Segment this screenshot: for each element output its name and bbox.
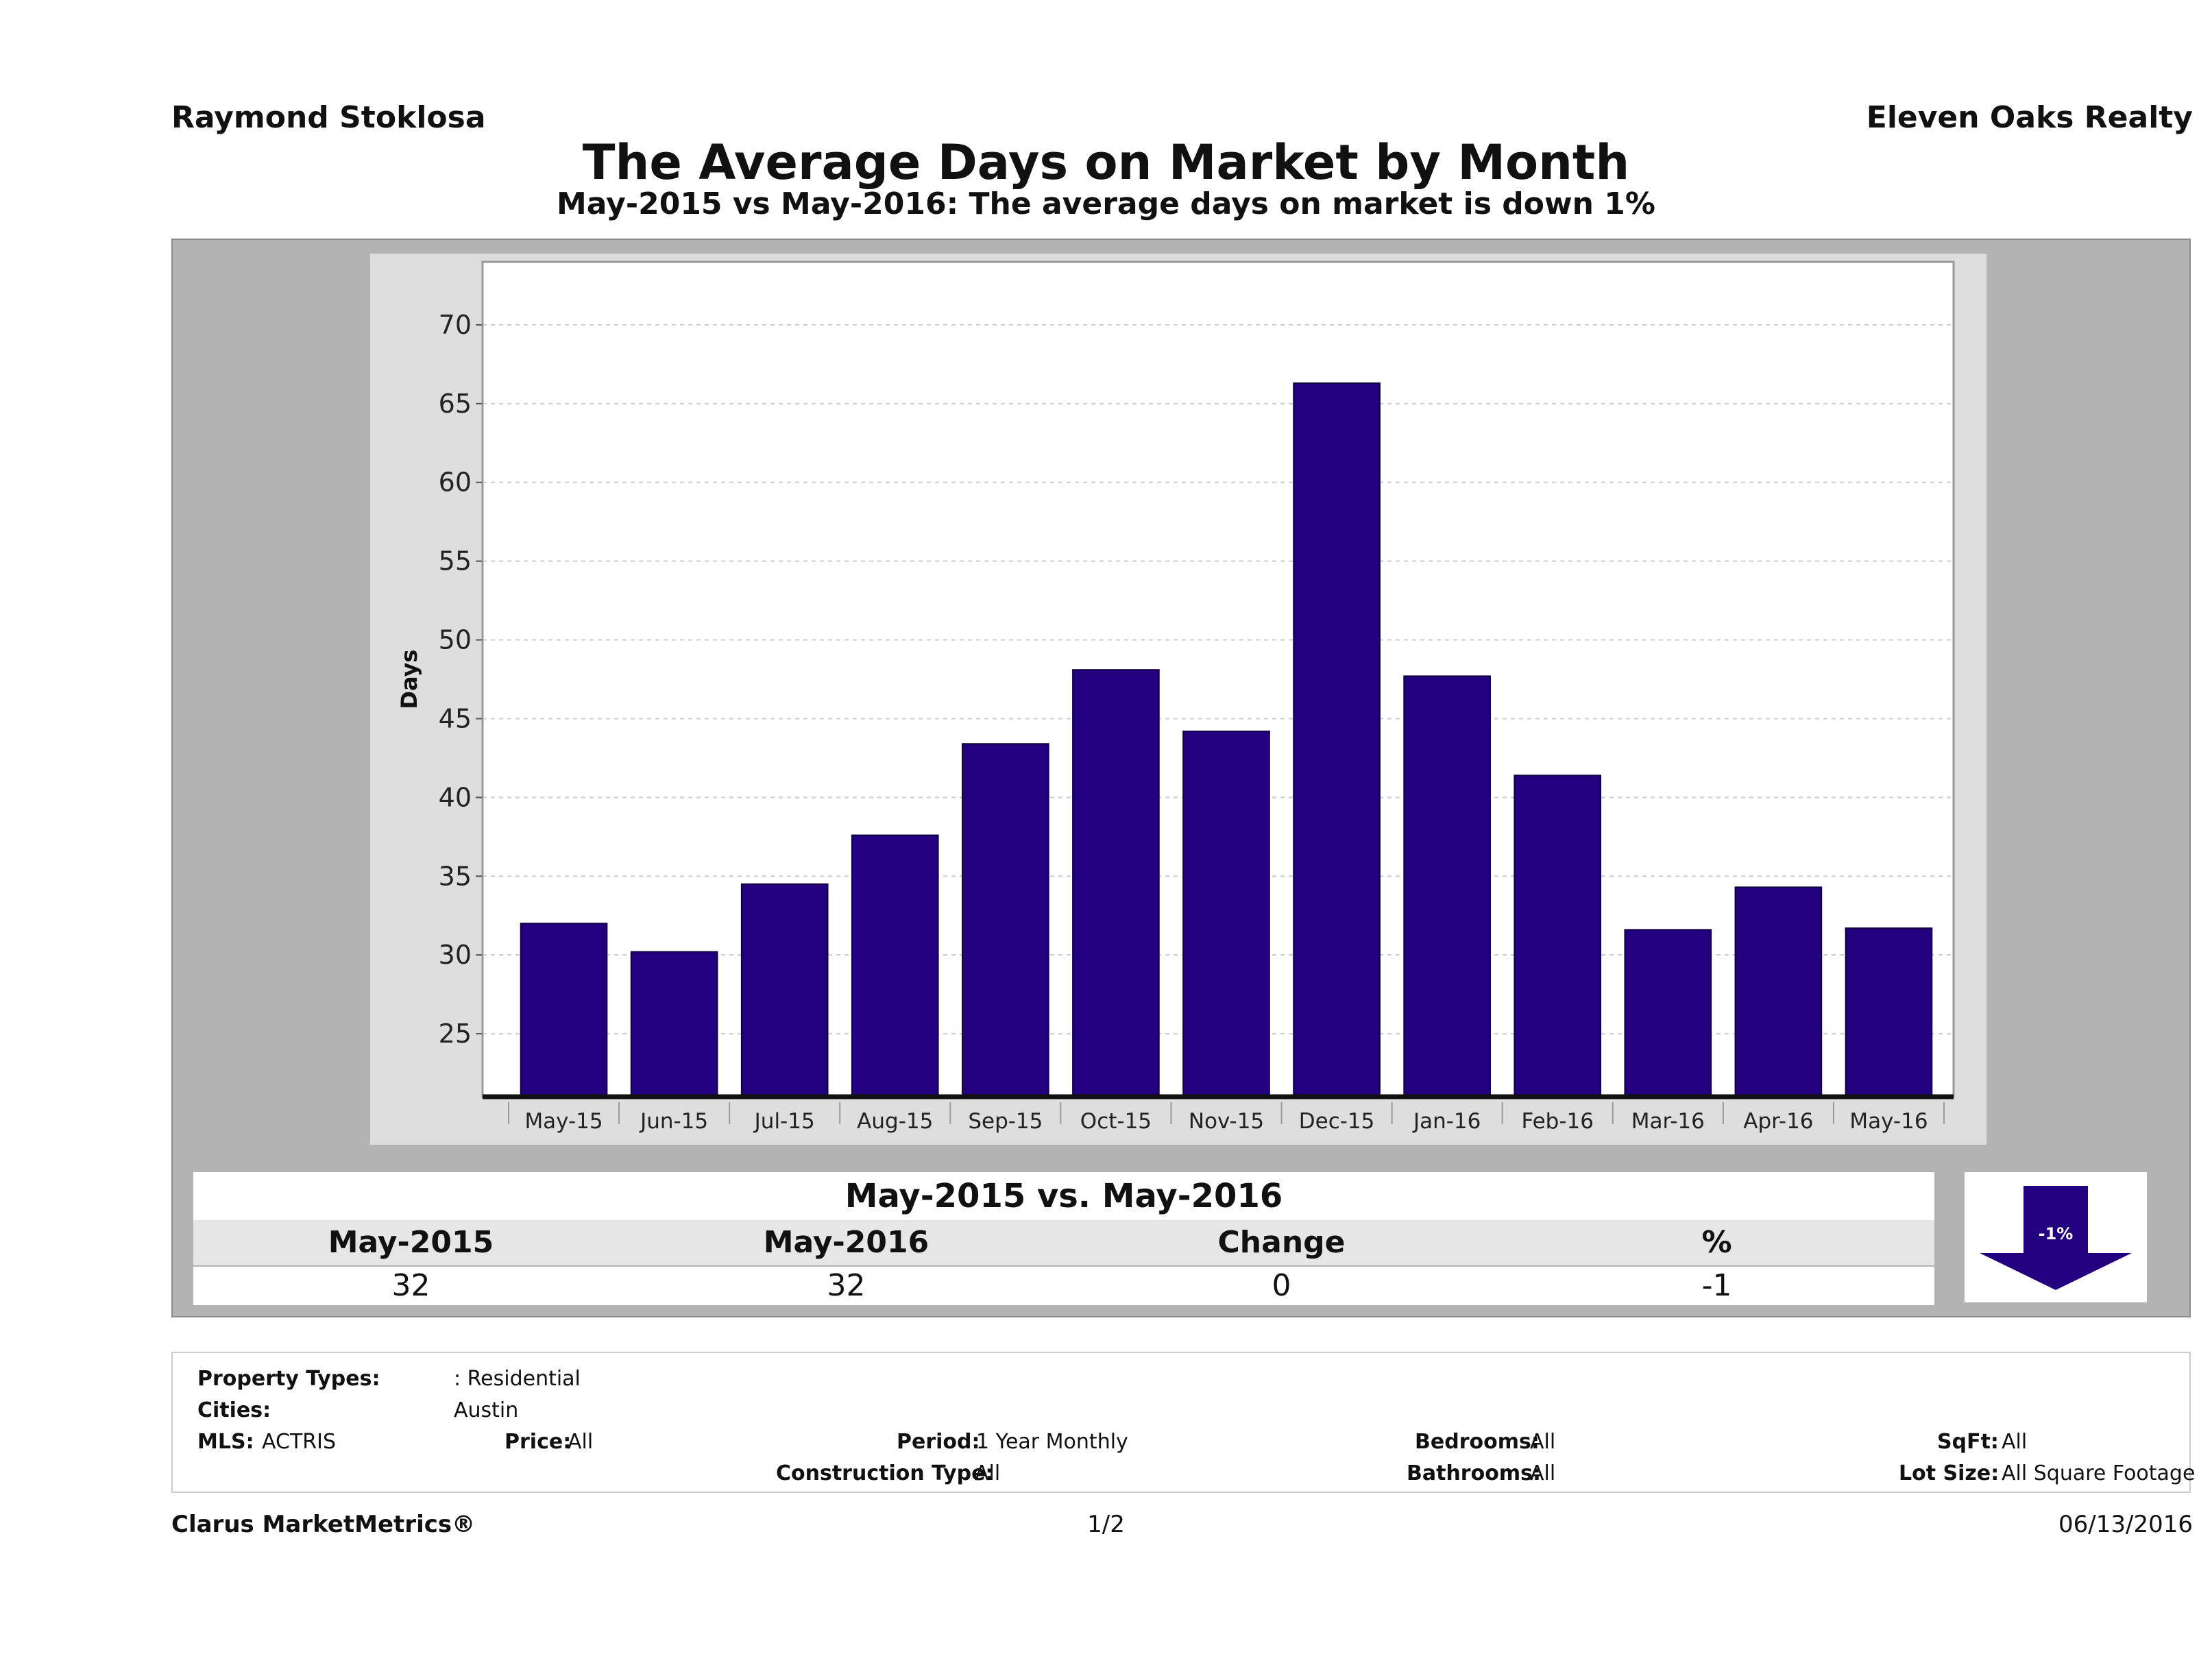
mls-label: MLS: (197, 1430, 254, 1454)
construction-type-label: Construction Type: (776, 1461, 994, 1485)
comparison-header-row: May-2015 May-2016 Change % (193, 1220, 1934, 1265)
cities-value: Austin (454, 1398, 519, 1422)
company-name: Eleven Oaks Realty (1866, 100, 2193, 135)
x-tick-label: Apr-16 (1743, 1109, 1813, 1134)
bathrooms-label: Bathrooms: (1407, 1461, 1541, 1485)
sqft-label: SqFt: (1937, 1430, 1999, 1454)
agent-name: Raymond Stoklosa (171, 100, 486, 135)
bar (1072, 669, 1160, 1097)
bar (962, 743, 1049, 1097)
report-subtitle: May-2015 vs May-2016: The average days o… (557, 186, 1655, 221)
bar (1734, 886, 1823, 1097)
x-tick-label: Dec-15 (1299, 1109, 1375, 1134)
sqft-value: All (2002, 1430, 2028, 1454)
x-tick-label: May-16 (1849, 1109, 1928, 1134)
header-percent: % (1701, 1225, 1732, 1260)
x-tick-label: Jan-16 (1412, 1109, 1481, 1134)
y-tick-label: 70 (439, 310, 472, 340)
bar (1403, 675, 1491, 1097)
report-title: The Average Days on Market by Month (582, 134, 1630, 191)
chart-panel: 25 30 35 40 45 50 55 60 65 70 Days May-15 Jun-15 Jul-… (370, 254, 1986, 1145)
y-tick-label: 50 (439, 625, 472, 655)
footer-brand: Clarus MarketMetrics® (171, 1511, 476, 1538)
period-label: Period: (897, 1430, 980, 1454)
property-types-label: Property Types: (197, 1367, 380, 1391)
header-change: Change (1217, 1225, 1346, 1260)
bar (1624, 929, 1712, 1098)
x-tick-label: Oct-15 (1080, 1109, 1152, 1134)
construction-type-value: All (975, 1461, 1001, 1485)
x-tick-label: Mar-16 (1631, 1109, 1705, 1134)
footer-page-number: 1/2 (1087, 1511, 1125, 1538)
bedrooms-label: Bedrooms: (1415, 1430, 1540, 1454)
bar (851, 834, 939, 1097)
header-may-2015: May-2015 (328, 1225, 494, 1260)
comparison-title: May-2015 vs. May-2016 (193, 1172, 1934, 1220)
cities-label: Cities: (197, 1398, 271, 1422)
bedrooms-value: All (1530, 1430, 1556, 1454)
trend-indicator: -1% (1965, 1172, 2147, 1302)
price-value: All (568, 1430, 594, 1454)
comparison-value-row: 32 32 0 -1 (193, 1267, 1934, 1305)
lot-size-value: All Square Footage (2002, 1461, 2196, 1485)
x-tick-label: Nov-15 (1189, 1109, 1264, 1134)
lot-size-label: Lot Size: (1899, 1461, 2000, 1485)
y-tick-label: 45 (439, 703, 472, 733)
bar (630, 951, 718, 1098)
value-percent: -1 (1701, 1268, 1732, 1303)
bar (1293, 382, 1381, 1097)
x-tick-label: Aug-15 (857, 1109, 933, 1134)
bar (1845, 927, 1933, 1097)
bar (520, 923, 608, 1097)
bathrooms-value: All (1530, 1461, 1556, 1485)
y-tick-label: 60 (439, 467, 472, 498)
y-tick-label: 35 (439, 861, 472, 891)
x-tick-label: Sep-15 (968, 1109, 1043, 1134)
y-tick-label: 25 (439, 1019, 472, 1049)
bar (1514, 775, 1602, 1097)
y-axis-label: Days (396, 649, 422, 709)
y-tick-label: 65 (439, 389, 472, 419)
header-may-2016: May-2016 (763, 1225, 929, 1260)
x-tick-label: Feb-16 (1521, 1109, 1594, 1134)
value-may-2015: 32 (391, 1268, 430, 1303)
y-tick-label: 40 (439, 782, 472, 812)
bar (740, 883, 829, 1097)
x-tick-label: May-15 (524, 1109, 603, 1134)
value-may-2016: 32 (827, 1268, 866, 1303)
arrow-down-icon (1980, 1186, 2132, 1290)
footer-date: 06/13/2016 (2058, 1511, 2193, 1538)
value-change: 0 (1272, 1268, 1291, 1303)
mls-value: ACTRIS (262, 1430, 337, 1454)
price-label: Price: (505, 1430, 572, 1454)
y-tick-label: 55 (439, 546, 472, 576)
filter-summary: Property Types: : Residential Cities: Au… (171, 1352, 2195, 1493)
property-types-value: : Residential (454, 1367, 581, 1391)
period-value: 1 Year Monthly (976, 1430, 1128, 1454)
y-tick-label: 30 (439, 940, 472, 970)
trend-label: -1% (2038, 1224, 2074, 1243)
x-tick-label: Jul-15 (753, 1109, 815, 1134)
bar (1182, 730, 1270, 1097)
bar-chart: 25 30 35 40 45 50 55 60 65 70 Days May-15 Jun-15 Jul-… (396, 260, 1955, 1134)
x-tick-label: Jun-15 (639, 1109, 708, 1134)
